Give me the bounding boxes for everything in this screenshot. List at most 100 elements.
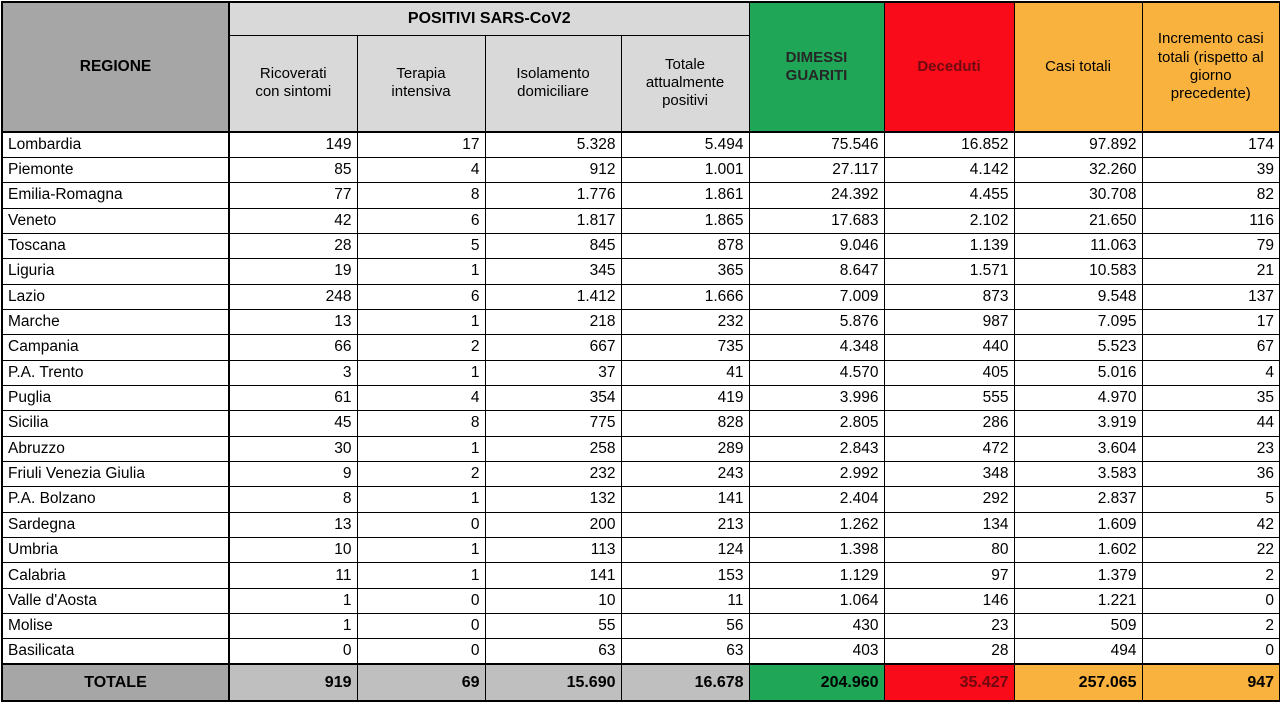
totale-isolamento-cell: 15.690 <box>484 663 622 702</box>
deceduti-cell: 4.142 <box>883 156 1015 184</box>
casi-totali-cell: 3.583 <box>1013 460 1143 488</box>
deceduti-cell: 16.852 <box>883 131 1015 158</box>
isolamento-cell: 37 <box>484 359 622 386</box>
totale-casi-totali-cell: 257.065 <box>1013 663 1143 702</box>
deceduti-cell: 146 <box>883 587 1015 615</box>
ricoverati-cell: 11 <box>228 562 358 589</box>
deceduti-cell: 1.139 <box>883 232 1015 260</box>
deceduti-cell: 987 <box>883 308 1015 336</box>
ricoverati-cell: 30 <box>228 435 358 462</box>
region-name-cell: Piemonte <box>1 156 230 184</box>
totale-positivi-cell: 1.001 <box>620 156 750 184</box>
incremento-cell: 21 <box>1141 258 1280 285</box>
isolamento-cell: 232 <box>484 460 622 488</box>
dimessi-guariti-cell: 4.348 <box>748 334 885 361</box>
region-name-cell: Veneto <box>1 207 230 234</box>
region-name-cell: Umbria <box>1 536 230 564</box>
casi-totali-cell: 5.523 <box>1013 334 1143 361</box>
ricoverati-cell: 13 <box>228 511 358 539</box>
totale-positivi-cell: 828 <box>620 410 750 437</box>
deceduti-cell: 2.102 <box>883 207 1015 234</box>
totale-positivi-cell: 213 <box>620 511 750 539</box>
casi-totali-cell: 494 <box>1013 638 1143 665</box>
column-header-casi-totali: Casi totali <box>1013 1 1143 133</box>
totale-dimessi-guariti-cell: 204.960 <box>748 663 885 702</box>
incremento-cell: 2 <box>1141 613 1280 640</box>
column-header-ricoverati-con-sintomi: Ricoverati con sintomi <box>228 34 358 133</box>
column-header-regione: REGIONE <box>1 1 230 133</box>
isolamento-cell: 1.412 <box>484 283 622 310</box>
isolamento-cell: 1.776 <box>484 182 622 209</box>
table-row: Sicilia 45 8 775 828 2.805 286 3.919 44 <box>1 410 1280 437</box>
table-row: Sardegna 13 0 200 213 1.262 134 1.609 42 <box>1 511 1280 539</box>
incremento-cell: 42 <box>1141 511 1280 539</box>
region-name-cell: Calabria <box>1 562 230 589</box>
region-name-cell: P.A. Trento <box>1 359 230 386</box>
terapia-intensiva-cell: 1 <box>356 258 486 285</box>
totale-positivi-cell: 243 <box>620 460 750 488</box>
incremento-cell: 79 <box>1141 232 1280 260</box>
incremento-cell: 23 <box>1141 435 1280 462</box>
incremento-cell: 22 <box>1141 536 1280 564</box>
incremento-cell: 137 <box>1141 283 1280 310</box>
table-row: Lazio 248 6 1.412 1.666 7.009 873 9.548 … <box>1 283 1280 310</box>
isolamento-cell: 258 <box>484 435 622 462</box>
totale-row: TOTALE 919 69 15.690 16.678 204.960 35.4… <box>1 663 1280 702</box>
totale-positivi-cell: 141 <box>620 486 750 513</box>
totale-positivi-cell: 1.865 <box>620 207 750 234</box>
isolamento-cell: 354 <box>484 384 622 412</box>
totale-incremento-cell: 947 <box>1141 663 1280 702</box>
dimessi-guariti-cell: 4.570 <box>748 359 885 386</box>
region-name-cell: Campania <box>1 334 230 361</box>
incremento-cell: 174 <box>1141 131 1280 158</box>
deceduti-cell: 1.571 <box>883 258 1015 285</box>
deceduti-cell: 873 <box>883 283 1015 310</box>
terapia-intensiva-cell: 17 <box>356 131 486 158</box>
region-name-cell: Lazio <box>1 283 230 310</box>
ricoverati-cell: 3 <box>228 359 358 386</box>
casi-totali-cell: 1.609 <box>1013 511 1143 539</box>
casi-totali-cell: 3.604 <box>1013 435 1143 462</box>
dimessi-guariti-cell: 9.046 <box>748 232 885 260</box>
casi-totali-cell: 10.583 <box>1013 258 1143 285</box>
region-name-cell: Abruzzo <box>1 435 230 462</box>
totale-positivi-cell: 1.666 <box>620 283 750 310</box>
table-row: Valle d'Aosta 1 0 10 11 1.064 146 1.221 … <box>1 587 1280 615</box>
region-name-cell: Lombardia <box>1 131 230 158</box>
deceduti-cell: 28 <box>883 638 1015 665</box>
dimessi-guariti-cell: 2.404 <box>748 486 885 513</box>
isolamento-cell: 345 <box>484 258 622 285</box>
totale-positivi-cell: 11 <box>620 587 750 615</box>
totale-label: TOTALE <box>1 663 230 702</box>
region-name-cell: Valle d'Aosta <box>1 587 230 615</box>
isolamento-cell: 200 <box>484 511 622 539</box>
deceduti-cell: 440 <box>883 334 1015 361</box>
region-name-cell: Marche <box>1 308 230 336</box>
totale-positivi-cell: 63 <box>620 638 750 665</box>
incremento-cell: 4 <box>1141 359 1280 386</box>
isolamento-cell: 845 <box>484 232 622 260</box>
casi-totali-cell: 4.970 <box>1013 384 1143 412</box>
casi-totali-cell: 2.837 <box>1013 486 1143 513</box>
region-name-cell: Emilia-Romagna <box>1 182 230 209</box>
region-name-cell: Sardegna <box>1 511 230 539</box>
ricoverati-cell: 1 <box>228 613 358 640</box>
terapia-intensiva-cell: 0 <box>356 587 486 615</box>
table-row: Umbria 10 1 113 124 1.398 80 1.602 22 <box>1 536 1280 564</box>
table-row: Veneto 42 6 1.817 1.865 17.683 2.102 21.… <box>1 207 1280 234</box>
casi-totali-cell: 21.650 <box>1013 207 1143 234</box>
incremento-cell: 0 <box>1141 638 1280 665</box>
region-name-cell: Friuli Venezia Giulia <box>1 460 230 488</box>
dimessi-guariti-cell: 403 <box>748 638 885 665</box>
table-row: Lombardia 149 17 5.328 5.494 75.546 16.8… <box>1 131 1280 158</box>
table-row: Campania 66 2 667 735 4.348 440 5.523 67 <box>1 334 1280 361</box>
totale-positivi-cell: 56 <box>620 613 750 640</box>
column-header-totale-attualmente-positivi: Totale attualmente positivi <box>620 34 750 133</box>
table-row: P.A. Trento 3 1 37 41 4.570 405 5.016 4 <box>1 359 1280 386</box>
totale-positivi-cell: 41 <box>620 359 750 386</box>
dimessi-guariti-cell: 1.398 <box>748 536 885 564</box>
ricoverati-cell: 66 <box>228 334 358 361</box>
isolamento-cell: 912 <box>484 156 622 184</box>
totale-ricoverati-cell: 919 <box>228 663 358 702</box>
deceduti-cell: 292 <box>883 486 1015 513</box>
